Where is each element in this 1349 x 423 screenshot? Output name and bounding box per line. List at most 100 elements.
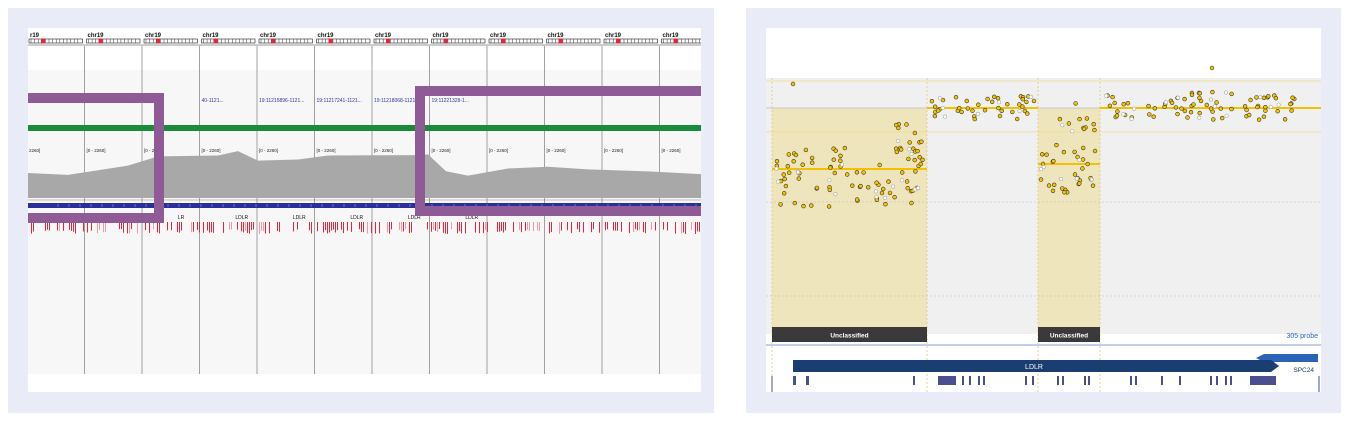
highlight-bracket-left [28, 93, 164, 223]
probe-point [793, 152, 799, 158]
probe-point [982, 107, 988, 113]
variant-bar [465, 222, 466, 234]
ideogram [431, 38, 486, 44]
exon-mark [962, 376, 964, 385]
variant-bar [427, 222, 428, 230]
filtered-point [1208, 97, 1213, 102]
filtered-point [1224, 113, 1229, 118]
probe-point [1114, 113, 1120, 118]
probe-point [826, 204, 832, 209]
variant-bar [245, 222, 246, 232]
probe-point [809, 155, 815, 161]
probe-point [896, 125, 901, 131]
filtered-point [1059, 177, 1064, 182]
feature-label: 19:11215896-1121... [259, 98, 304, 104]
filtered-point [1104, 93, 1109, 98]
variant-bar [503, 222, 504, 233]
deletion-region [1038, 108, 1100, 334]
probe-point [814, 185, 820, 191]
probe-point [1209, 65, 1215, 71]
probe-point [1218, 106, 1223, 111]
variant-bar [229, 222, 230, 230]
variant-bar [439, 222, 440, 230]
centromere-marker [98, 38, 103, 44]
centromere-marker [673, 38, 678, 44]
filtered-point [1129, 117, 1134, 122]
probe-point [990, 99, 995, 105]
deletion-region [772, 108, 927, 334]
probe-point [1248, 97, 1253, 103]
variant-bar [87, 222, 88, 233]
variant-bar [343, 222, 344, 234]
probe-point [1051, 158, 1056, 164]
coverage-range: [0 - 2260] [259, 148, 278, 153]
exon-mark [1161, 376, 1163, 385]
variant-bar [149, 222, 150, 233]
gene-label: LDLR [1025, 364, 1043, 371]
probe-point [918, 161, 924, 167]
variant-bar [567, 222, 568, 231]
variant-bar [621, 222, 622, 232]
variant-bar [571, 222, 572, 234]
chrom-label: chr19 [433, 33, 450, 39]
filtered-point [833, 192, 838, 197]
probe-point [1060, 186, 1065, 191]
variant-bar [487, 222, 488, 232]
highlight-bracket-right [415, 86, 701, 216]
exon-mark [1032, 376, 1034, 385]
probe-count: 305 probe [1286, 333, 1318, 340]
probe-point [1066, 121, 1072, 126]
chrom-label: chr19 [203, 33, 220, 39]
probe-point [972, 116, 978, 122]
probe-point [809, 203, 814, 208]
probe-point [1197, 91, 1202, 96]
probe-point [783, 183, 789, 189]
probe-point [929, 98, 935, 104]
probe-point [1081, 145, 1086, 151]
probe-point [892, 195, 897, 200]
filtered-point [1212, 104, 1217, 109]
probe-point [1179, 106, 1184, 111]
variant-bar [447, 222, 448, 234]
probe-point [1085, 161, 1090, 167]
probe-point [1220, 115, 1225, 121]
variant-bar [105, 222, 106, 232]
variant-bar [697, 222, 698, 232]
filtered-point [916, 186, 921, 191]
coverage-range: [0 - 2260] [547, 148, 566, 153]
probe-point [1073, 101, 1078, 106]
variant-bar [667, 222, 668, 231]
centromere-marker [271, 38, 275, 44]
probe-point [1025, 111, 1030, 116]
igv-viewport[interactable]: r19 2260] chr19 [0 - 2260] chr19 [0 - 22 chr19… [28, 28, 701, 392]
variant-bar [129, 222, 130, 234]
variant-bar [31, 222, 32, 234]
variant-bar [591, 222, 592, 233]
probe-point [900, 170, 905, 175]
variant-bar [331, 222, 332, 231]
variant-bar [311, 222, 312, 234]
variant-bar [57, 222, 58, 231]
probe-point [894, 149, 900, 155]
variant-bar [325, 222, 326, 230]
centromere-marker [616, 38, 620, 44]
probe-point [1112, 100, 1117, 106]
probe-point [1273, 95, 1279, 101]
probe-point [1275, 108, 1280, 114]
probe-point [1247, 112, 1252, 118]
probe-point [957, 105, 962, 111]
filtered-point [900, 178, 905, 183]
neighbor-gene-arrow [1256, 354, 1318, 362]
exon-mark [1135, 376, 1137, 385]
cnv-viewport[interactable]: Unclassified Unclassified 305 probe SPC24 LD… [766, 28, 1321, 392]
centromere-marker [41, 38, 45, 44]
probe-point [790, 81, 796, 87]
probe-point [1040, 152, 1045, 157]
probe-point [1175, 111, 1180, 117]
variant-bar [593, 222, 594, 230]
variant-bar [119, 222, 120, 230]
variant-bar [237, 222, 238, 230]
variant-bar [251, 222, 252, 231]
variant-bar [613, 222, 614, 231]
exon-mark [1057, 376, 1059, 385]
